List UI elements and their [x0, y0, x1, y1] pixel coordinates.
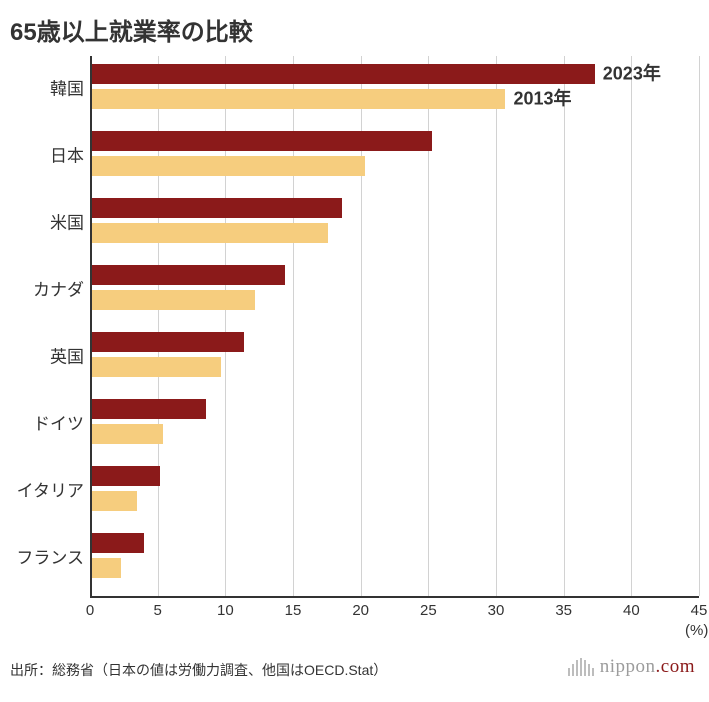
bar-s2023: [90, 399, 206, 419]
brand-logo: nippon.com: [568, 656, 695, 678]
category-label: カナダ: [10, 275, 84, 300]
page-root: 65歳以上就業率の比較 韓国日本米国カナダ英国ドイツイタリアフランス 2023年…: [0, 0, 709, 702]
series-label-s2013: 2013年: [513, 85, 571, 111]
bar-s2023: [90, 265, 285, 285]
bar-s2023: [90, 131, 432, 151]
brand-text: nippon.com: [600, 656, 695, 678]
x-tick-label: 45: [691, 602, 708, 619]
x-tick-label: 15: [285, 602, 302, 619]
gridline: [496, 56, 497, 596]
source-note: 出所：総務省（日本の値は労働力調査、他国はOECD.Stat）: [10, 660, 387, 680]
x-tick-label: 30: [488, 602, 505, 619]
bar-s2013: [90, 424, 163, 444]
x-tick-label: 25: [420, 602, 437, 619]
y-axis-line: [90, 56, 92, 596]
category-label: 米国: [10, 208, 84, 233]
bar-s2023: [90, 198, 342, 218]
category-label: イタリア: [10, 476, 84, 501]
y-category-labels: 韓国日本米国カナダ英国ドイツイタリアフランス: [10, 56, 84, 596]
category-label: 韓国: [10, 74, 84, 99]
x-tick-label: 0: [86, 602, 94, 619]
x-tick-label: 10: [217, 602, 234, 619]
bar-s2013: [90, 156, 365, 176]
brand-name: nippon: [600, 656, 656, 677]
x-tick-label: 40: [623, 602, 640, 619]
category-label: 日本: [10, 141, 84, 166]
category-label: 英国: [10, 342, 84, 367]
gridline: [699, 56, 700, 596]
plot-area: 2023年 2013年: [90, 56, 699, 596]
x-axis-line: [90, 596, 699, 598]
x-tick-label: 20: [352, 602, 369, 619]
bar-s2023: [90, 64, 595, 84]
series-label-s2023: 2023年: [603, 60, 661, 86]
bar-s2013: [90, 89, 505, 109]
bar-s2013: [90, 290, 255, 310]
bar-s2013: [90, 357, 221, 377]
x-tick-label: 5: [153, 602, 161, 619]
gridline: [564, 56, 565, 596]
gridline: [631, 56, 632, 596]
x-axis-unit: (%): [685, 622, 708, 639]
bar-s2023: [90, 466, 160, 486]
bar-s2023: [90, 533, 144, 553]
chart-title: 65歳以上就業率の比較: [10, 12, 253, 47]
x-tick-label: 35: [555, 602, 572, 619]
bar-s2013: [90, 223, 328, 243]
brand-bars-icon: [568, 658, 594, 676]
chart-area: 韓国日本米国カナダ英国ドイツイタリアフランス 2023年 2013年 0 5 10 15…: [10, 56, 699, 628]
bar-s2013: [90, 558, 121, 578]
category-label: ドイツ: [10, 409, 84, 434]
category-label: フランス: [10, 543, 84, 568]
bar-s2023: [90, 332, 244, 352]
bar-s2013: [90, 491, 137, 511]
brand-suffix: .com: [656, 656, 695, 677]
